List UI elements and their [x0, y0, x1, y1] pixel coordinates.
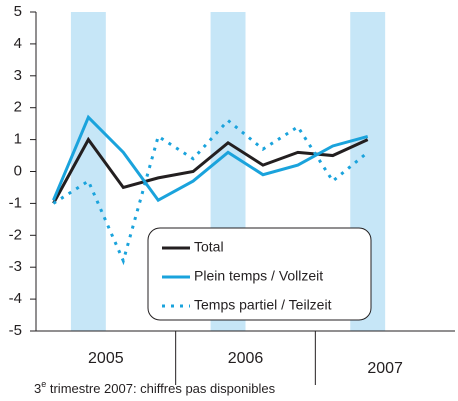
- note-sup: e: [41, 379, 46, 389]
- y-tick-label: 0: [14, 162, 22, 179]
- legend-label: Temps partiel / Teilzeit: [194, 297, 332, 313]
- year-label: 2006: [228, 350, 264, 367]
- legend-label: Total: [194, 239, 224, 255]
- y-tick-label: -3: [9, 258, 22, 275]
- note-number: 3: [34, 381, 41, 396]
- y-tick-label: -5: [9, 322, 22, 339]
- y-tick-label: 4: [14, 35, 22, 52]
- highlight-band: [70, 12, 106, 331]
- legend-box: [147, 227, 372, 321]
- series-line: [52, 118, 369, 266]
- year-label: 2005: [88, 350, 124, 367]
- y-tick-label: -1: [9, 194, 22, 211]
- year-label: 2007: [367, 360, 403, 377]
- y-tick-label: 3: [14, 67, 22, 84]
- y-tick-label: -4: [9, 290, 22, 307]
- y-tick-label: 1: [14, 131, 22, 148]
- footnote: 3e trimestre 2007: chiffres pas disponib…: [34, 379, 276, 396]
- y-tick-label: 5: [14, 3, 22, 20]
- legend-label: Plein temps / Vollzeit: [194, 268, 323, 284]
- y-tick-label: 2: [14, 99, 22, 116]
- series-line: [52, 114, 369, 203]
- note-text: trimestre 2007: chiffres pas disponibles: [46, 381, 275, 396]
- y-tick-label: -2: [9, 226, 22, 243]
